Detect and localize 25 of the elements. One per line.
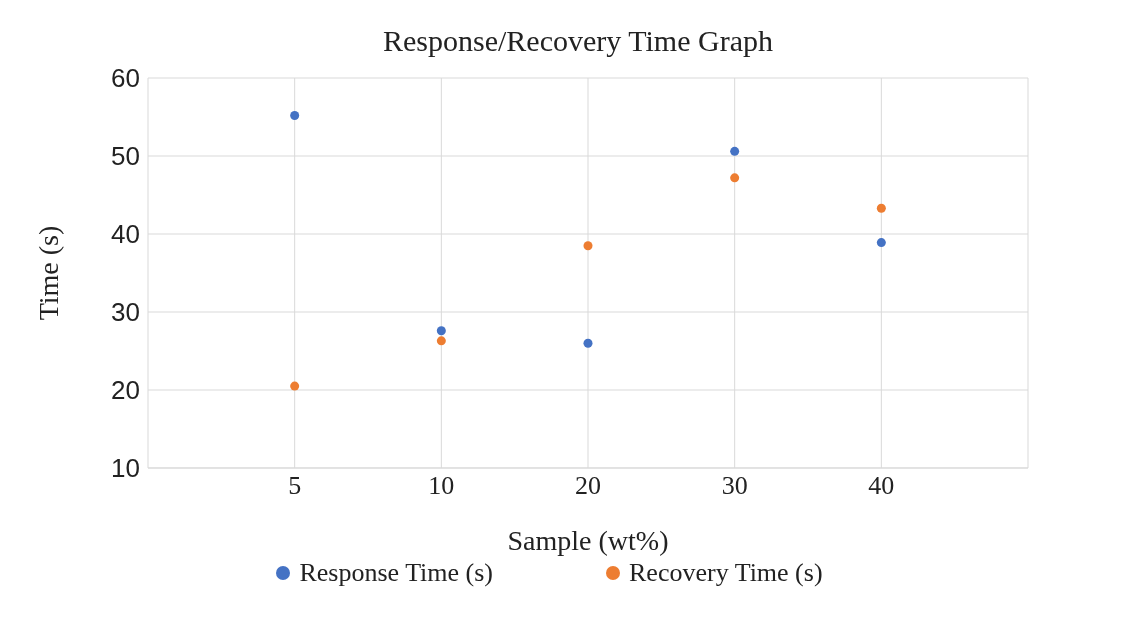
point: [583, 338, 593, 348]
point: [290, 110, 300, 120]
point: [436, 336, 446, 346]
x-axis-title: Sample (wt%): [507, 525, 669, 556]
x-tick-label: 30: [721, 471, 748, 501]
x-tick-label: 40: [868, 471, 895, 501]
point: [876, 203, 886, 213]
y-axis-title: Time (s): [32, 225, 64, 321]
y-tick-label: 30: [111, 297, 140, 328]
y-tick-label: 50: [111, 141, 140, 172]
point: [730, 173, 740, 183]
y-tick-label: 60: [111, 63, 140, 94]
legend-label: Recovery Time (s): [628, 558, 823, 588]
chart-title: Response/Recovery Time Graph: [382, 24, 774, 58]
y-tick-label: 40: [111, 219, 140, 250]
point: [876, 238, 886, 248]
y-tick-label: 20: [111, 375, 140, 406]
point: [730, 146, 740, 156]
point: [583, 241, 593, 251]
legend-label: Response Time (s): [298, 558, 494, 588]
x-tick-label: 10: [428, 471, 455, 501]
x-tick-label: 5: [288, 471, 302, 501]
point: [436, 326, 446, 336]
point: [290, 381, 300, 391]
x-tick-label: 20: [575, 471, 601, 501]
